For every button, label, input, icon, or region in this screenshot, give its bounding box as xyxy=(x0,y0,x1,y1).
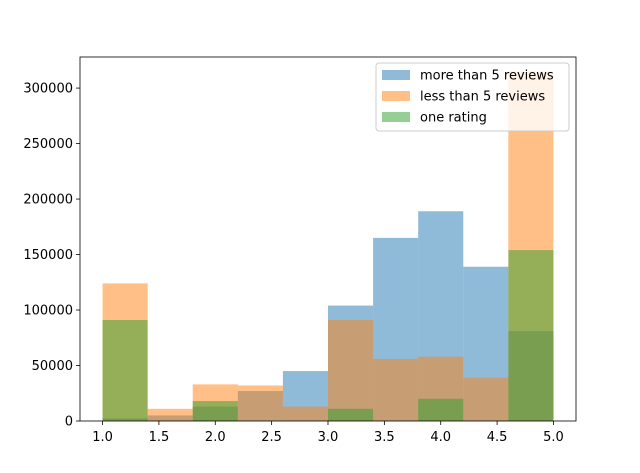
x-tick-label: 3.0 xyxy=(318,430,339,445)
x-tick-label: 5.0 xyxy=(543,430,564,445)
legend-label-more-than-5-reviews: more than 5 reviews xyxy=(420,69,554,84)
legend: more than 5 reviews less than 5 reviews on… xyxy=(375,62,570,132)
x-tick-label: 3.5 xyxy=(374,430,395,445)
y-axis: 0 50000 100000 150000 200000 250000 300000 xyxy=(23,82,80,430)
bar-less-than-5-reviews-3 xyxy=(237,385,283,421)
x-axis: 1.0 1.5 2.0 2.5 3.0 3.5 4.0 4.5 5.0 xyxy=(92,421,564,445)
x-tick-label: 1.5 xyxy=(149,430,170,445)
y-tick-label: 250000 xyxy=(23,137,73,152)
bar-one-rating-7 xyxy=(418,398,464,421)
x-tick-label: 4.5 xyxy=(487,430,508,445)
bar-less-than-5-reviews-5 xyxy=(328,320,374,421)
bars-layer xyxy=(102,71,554,422)
y-tick-label: 200000 xyxy=(23,193,73,208)
bar-one-rating-5 xyxy=(328,408,374,421)
y-tick-label: 150000 xyxy=(23,248,73,263)
legend-swatch-more-than-5-reviews xyxy=(382,70,410,80)
x-tick-label: 2.0 xyxy=(205,430,226,445)
legend-label-one-rating: one rating xyxy=(420,111,487,126)
bar-less-than-5-reviews-6 xyxy=(373,358,419,421)
y-tick-label: 300000 xyxy=(23,82,73,97)
legend-box xyxy=(375,62,570,132)
bar-less-than-5-reviews-8 xyxy=(463,377,509,421)
bar-one-rating-9 xyxy=(508,250,554,421)
legend-label-less-than-5-reviews: less than 5 reviews xyxy=(420,90,545,105)
x-tick-label: 4.0 xyxy=(430,430,451,445)
bar-less-than-5-reviews-1 xyxy=(147,408,193,421)
legend-swatch-one-rating xyxy=(382,112,410,122)
bar-less-than-5-reviews-4 xyxy=(282,406,328,421)
y-tick-label: 50000 xyxy=(32,359,73,374)
bar-one-rating-2 xyxy=(192,401,238,421)
series-one-rating xyxy=(102,250,554,421)
y-tick-label: 0 xyxy=(65,415,73,430)
legend-swatch-less-than-5-reviews xyxy=(382,91,410,101)
x-tick-label: 2.5 xyxy=(261,430,282,445)
x-tick-label: 1.0 xyxy=(92,430,113,445)
bar-one-rating-0 xyxy=(102,320,148,421)
y-tick-label: 100000 xyxy=(23,304,73,319)
